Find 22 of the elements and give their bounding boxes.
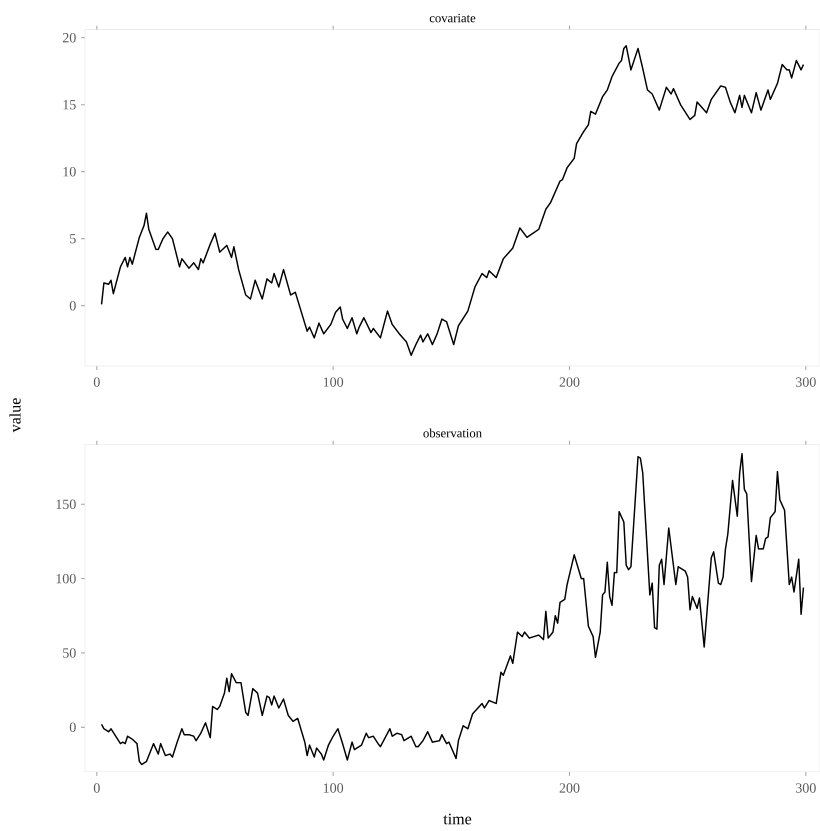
y-tick-label: 0 [70,722,76,732]
y-tick-label: 150 [56,500,76,509]
chart-title: observation [423,428,482,438]
x-tick-label: 0 [94,783,100,793]
x-tick-label: 100 [324,783,344,793]
y-tick-label: 20 [62,33,76,42]
y-tick-label: 5 [70,234,76,244]
y-tick-label: 50 [63,648,76,658]
y-tick-label: 0 [70,300,76,310]
y-tick-label: 15 [64,100,76,110]
x-tick-label: 100 [324,377,344,387]
x-axis-title: time [443,814,472,824]
chart-title: covariate [430,14,476,22]
y-tick-label: 100 [56,574,76,584]
x-tick-label: 200 [560,783,580,793]
y-tick-label: 10 [64,167,76,176]
x-tick-label: 0 [94,377,100,387]
x-tick-label: 300 [796,783,816,793]
line-series [100,45,804,356]
x-tick-label: 200 [560,377,580,387]
y-axis-title: value [9,398,21,432]
x-tick-label: 300 [796,377,816,387]
